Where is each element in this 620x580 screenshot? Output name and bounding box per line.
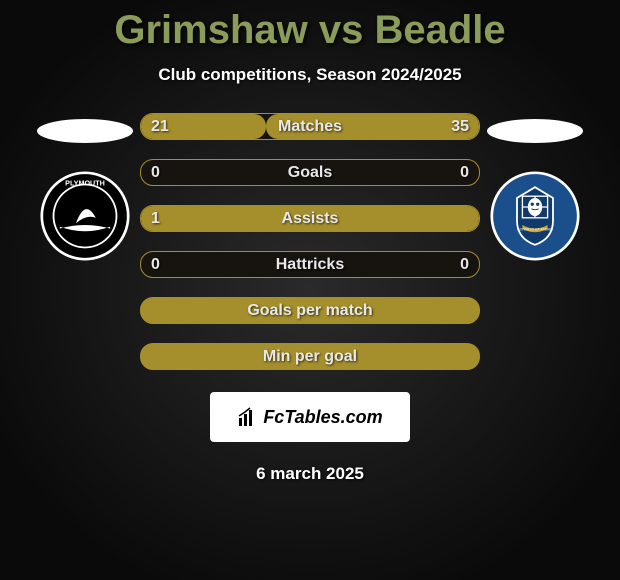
stat-value-left: 1 bbox=[151, 206, 160, 231]
footer-brand-box[interactable]: FcTables.com bbox=[210, 392, 410, 442]
page-subtitle: Club competitions, Season 2024/2025 bbox=[158, 65, 461, 85]
svg-text:PLYMOUTH: PLYMOUTH bbox=[65, 178, 105, 187]
stat-row: 1 Assists bbox=[140, 205, 480, 232]
stat-value-right: 35 bbox=[451, 114, 469, 139]
right-shadow-ellipse bbox=[487, 119, 583, 143]
stat-value-left: 0 bbox=[151, 252, 160, 277]
stat-value-left: 21 bbox=[151, 114, 169, 139]
stat-label: Matches bbox=[278, 118, 342, 136]
comparison-area: PLYMOUTH 21 35 Matches 0 0 Goals 1 Assists 0 0 Hat… bbox=[0, 113, 620, 370]
stats-list: 21 35 Matches 0 0 Goals 1 Assists 0 0 Hattricks Goa… bbox=[140, 113, 480, 370]
footer-brand-text: FcTables.com bbox=[263, 407, 382, 428]
plymouth-badge: PLYMOUTH bbox=[40, 171, 130, 261]
stat-row: Goals per match bbox=[140, 297, 480, 324]
chart-icon bbox=[237, 406, 259, 428]
page-title: Grimshaw vs Beadle bbox=[114, 8, 505, 53]
stat-label: Goals bbox=[288, 164, 332, 182]
stat-row: 21 35 Matches bbox=[140, 113, 480, 140]
stat-row: Min per goal bbox=[140, 343, 480, 370]
footer-date: 6 march 2025 bbox=[256, 464, 364, 484]
right-team-col: CONSILIO ET ANIMIS bbox=[480, 113, 590, 261]
left-shadow-ellipse bbox=[37, 119, 133, 143]
stat-label: Assists bbox=[282, 210, 339, 228]
left-team-col: PLYMOUTH bbox=[30, 113, 140, 261]
stat-value-right: 0 bbox=[460, 160, 469, 185]
stat-value-right: 0 bbox=[460, 252, 469, 277]
sheffield-wednesday-badge: CONSILIO ET ANIMIS bbox=[490, 171, 580, 261]
stat-row: 0 0 Goals bbox=[140, 159, 480, 186]
stat-row: 0 0 Hattricks bbox=[140, 251, 480, 278]
stat-value-left: 0 bbox=[151, 160, 160, 185]
svg-text:CONSILIO ET ANIMIS: CONSILIO ET ANIMIS bbox=[517, 227, 553, 231]
stat-label: Hattricks bbox=[276, 256, 344, 274]
stat-label: Goals per match bbox=[247, 302, 372, 320]
stat-label: Min per goal bbox=[263, 348, 357, 366]
